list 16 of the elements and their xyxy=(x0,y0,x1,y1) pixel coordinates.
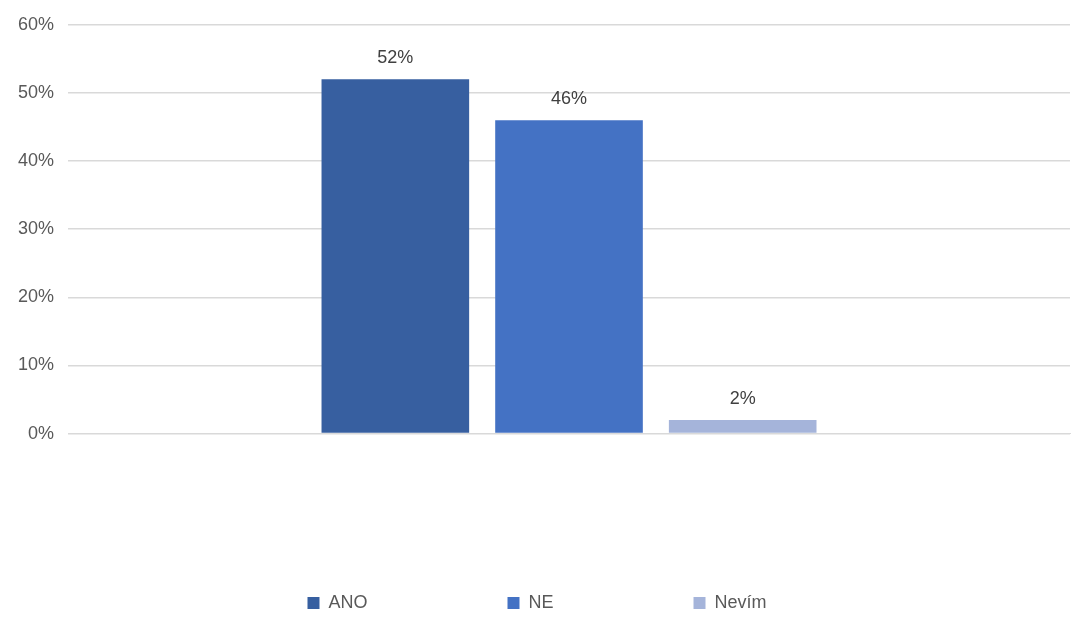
y-tick-label: 10% xyxy=(18,354,55,375)
data-label: 46% xyxy=(551,88,588,109)
bar xyxy=(495,120,643,433)
y-tick-label: 40% xyxy=(18,150,55,171)
legend-label: Nevím xyxy=(714,591,767,612)
legend-label: NE xyxy=(528,591,554,612)
bar xyxy=(321,79,470,433)
bar xyxy=(668,419,817,433)
y-tick-label: 60% xyxy=(18,13,55,34)
y-tick-label: 30% xyxy=(18,218,55,239)
legend-label: ANO xyxy=(328,591,368,612)
y-tick-label: 20% xyxy=(18,286,55,307)
y-tick-label: 0% xyxy=(28,422,55,443)
y-tick-label: 50% xyxy=(18,81,55,102)
data-label: 52% xyxy=(377,47,414,68)
data-label: 2% xyxy=(729,387,756,408)
